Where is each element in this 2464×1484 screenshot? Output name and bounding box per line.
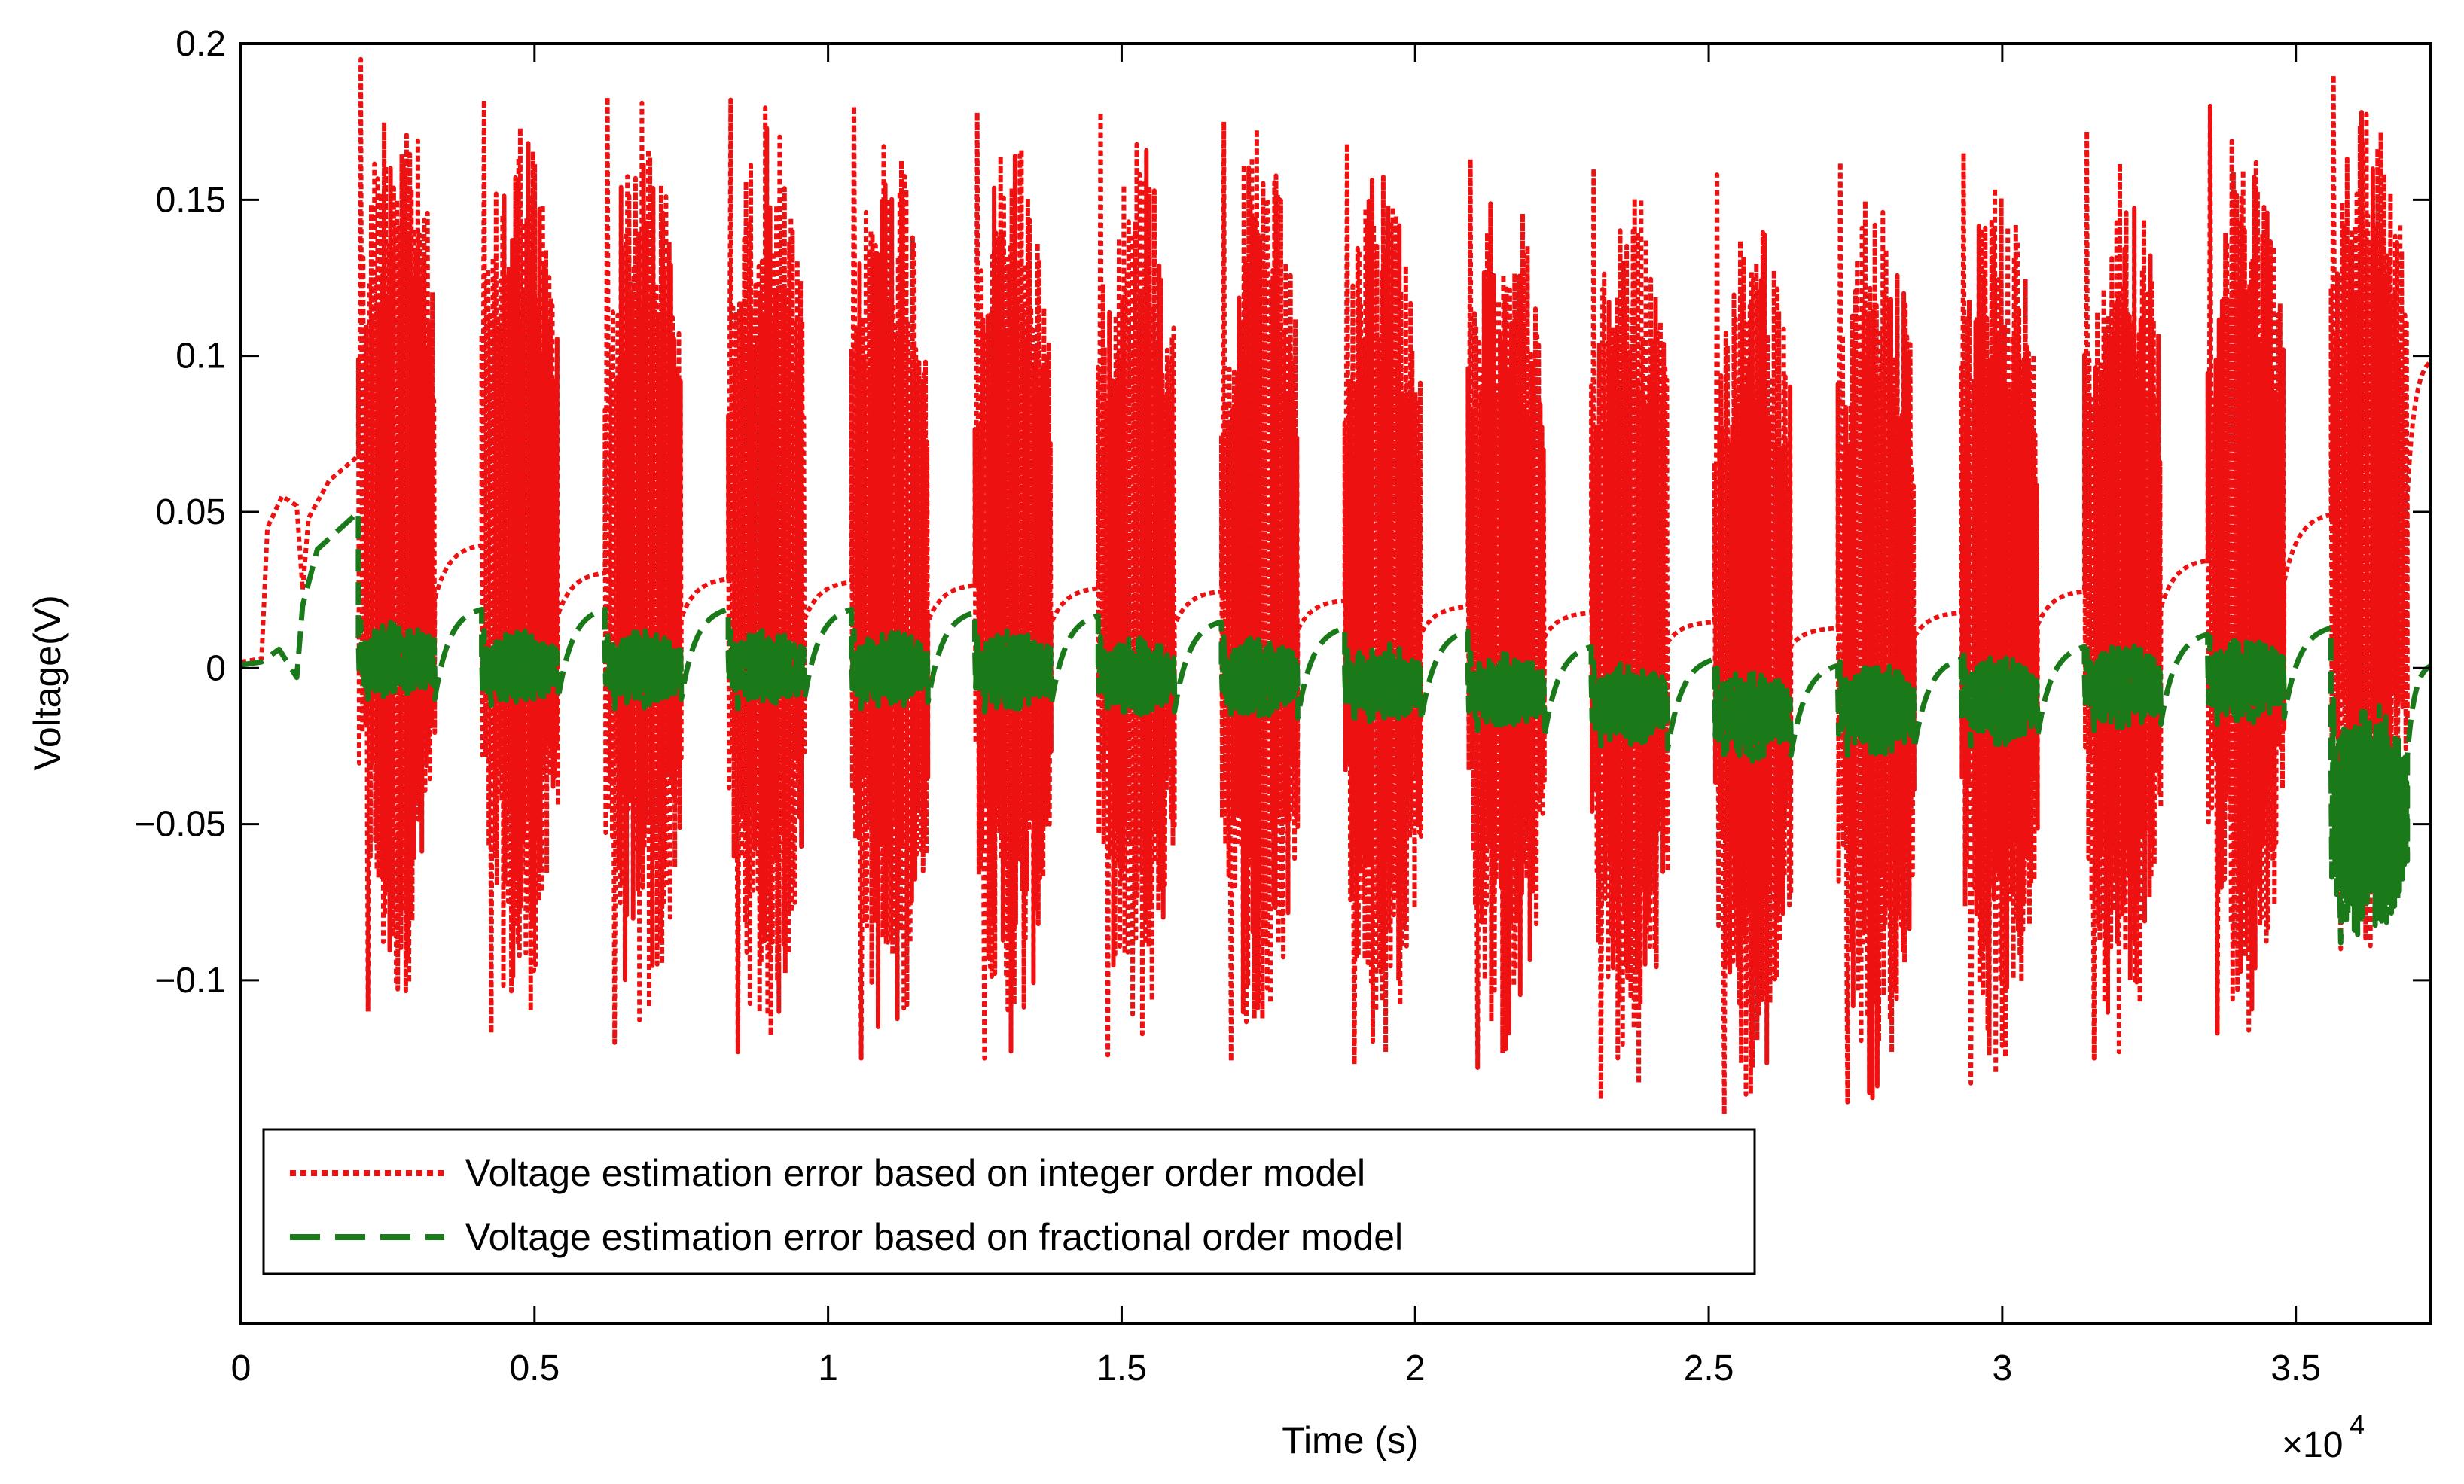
y-tick-label: −0.1	[154, 961, 226, 1001]
legend-label-integer: Voltage estimation error based on intege…	[465, 1152, 1365, 1194]
ticks-layer: 0 0.5 1 1.5 2 2.5 3 3.5 −0.1 −0.05 0 0.05 0.1 0.15 0.2	[135, 24, 2431, 1388]
y-axis-label: Voltage(V)	[26, 595, 69, 770]
x-exponent-base: ×10	[2282, 1425, 2343, 1465]
legend-label-fractional: Voltage estimation error based on fracti…	[465, 1216, 1403, 1258]
x-tick-label: 1	[818, 1348, 838, 1388]
x-tick-label: 1.5	[1096, 1348, 1147, 1388]
y-tick-label: 0.1	[175, 337, 226, 376]
x-tick-label: 2	[1405, 1348, 1426, 1388]
x-exponent-power: 4	[2350, 1409, 2365, 1440]
y-tick-label: −0.05	[135, 805, 226, 845]
y-tick-label: 0.05	[156, 492, 226, 532]
x-axis-label: Time (s)	[1282, 1419, 1418, 1461]
series-layer	[241, 56, 2431, 1117]
x-tick-label: 2.5	[1684, 1348, 1734, 1388]
x-tick-label: 0	[231, 1348, 252, 1388]
x-tick-label: 3.5	[2270, 1348, 2321, 1388]
y-tick-label: 0.15	[156, 180, 226, 220]
series-fractional-order-line	[241, 509, 2431, 946]
x-tick-label: 3	[1993, 1348, 2013, 1388]
y-tick-label: 0.2	[175, 24, 226, 64]
x-tick-label: 0.5	[509, 1348, 560, 1388]
y-tick-label: 0	[206, 648, 226, 688]
x-exponent: ×10 4	[2282, 1409, 2365, 1465]
plot-frame	[239, 42, 2432, 1325]
legend: Voltage estimation error based on intege…	[262, 1128, 1756, 1275]
legend-box	[262, 1128, 1756, 1275]
